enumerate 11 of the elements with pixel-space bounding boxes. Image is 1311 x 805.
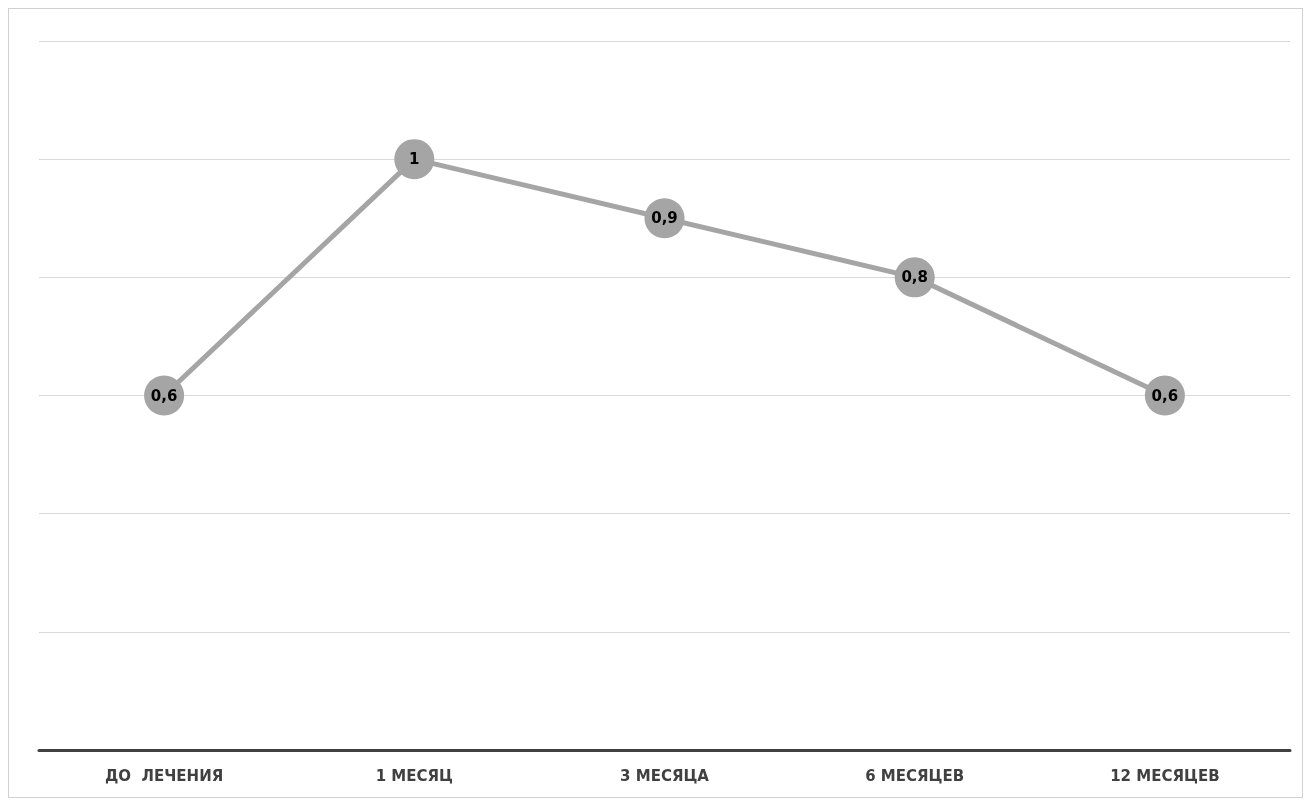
data-label: 0,6 xyxy=(150,386,178,405)
x-tick-label: 6 МЕСЯЦЕВ xyxy=(865,766,965,785)
data-label: 0,9 xyxy=(651,209,678,228)
data-label: 0,8 xyxy=(901,268,928,287)
x-tick-label: 12 МЕСЯЦЕВ xyxy=(1110,766,1220,785)
point xyxy=(394,139,435,180)
x-tick-label: 3 МЕСЯЦА xyxy=(620,766,710,785)
x-tick-label: ДО ЛЕЧЕНИЯ xyxy=(104,766,224,785)
data-label: 1 xyxy=(409,150,420,169)
data-label: 0,6 xyxy=(1151,386,1179,405)
x-tick-label: 1 МЕСЯЦ xyxy=(375,766,454,785)
